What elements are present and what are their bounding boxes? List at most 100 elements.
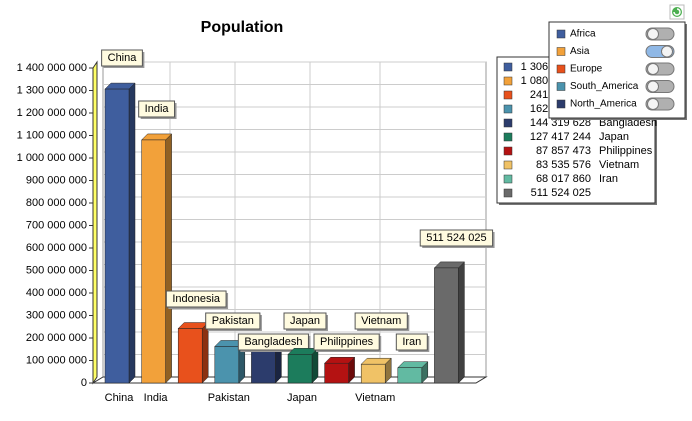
legend-swatch xyxy=(503,132,513,142)
callout-box xyxy=(419,229,495,248)
y-tick-label: 700 000 000 xyxy=(26,219,87,231)
filter-toggle[interactable] xyxy=(645,62,675,76)
legend-value: 68 017 860 xyxy=(536,173,591,185)
bar-callout: Pakistan xyxy=(212,315,254,327)
bar xyxy=(104,88,130,384)
filter-label: Asia xyxy=(570,46,590,57)
y-tick-label: 0 xyxy=(81,377,87,389)
legend-name: Vietnam xyxy=(599,159,639,171)
y-tick-label: 1 000 000 000 xyxy=(17,152,87,164)
callout-box xyxy=(138,100,177,119)
y-tick-label: 1 400 000 000 xyxy=(17,62,87,74)
bar-callout: Iran xyxy=(402,336,421,348)
filter-swatch xyxy=(556,47,566,56)
callout-box xyxy=(165,290,229,309)
y-tick-label: 1 300 000 000 xyxy=(17,84,87,96)
filter-label: Africa xyxy=(570,29,596,40)
legend-swatch xyxy=(503,62,513,72)
bar xyxy=(360,363,386,384)
x-tick-label: India xyxy=(144,392,169,404)
filter-toggle[interactable] xyxy=(645,80,675,93)
bar-callout: Japan xyxy=(290,315,320,327)
bar-callout: Indonesia xyxy=(172,293,221,305)
y-tick-label: 300 000 000 xyxy=(26,309,87,321)
legend-value: 127 417 244 xyxy=(530,131,591,143)
bar xyxy=(397,367,423,384)
filter-toggle[interactable] xyxy=(645,97,675,111)
callout-box xyxy=(354,312,410,331)
bar xyxy=(251,350,276,384)
callout-bg xyxy=(395,333,428,351)
callout-box xyxy=(237,333,311,352)
filter-label: South_America xyxy=(570,81,639,92)
y-tick-label: 500 000 000 xyxy=(26,264,87,276)
toggle-knob xyxy=(647,80,659,93)
callout-bg xyxy=(138,100,176,118)
callout-box xyxy=(313,333,382,352)
legend-swatch xyxy=(503,160,513,170)
legend-swatch xyxy=(503,174,513,184)
callout-bg xyxy=(354,312,408,330)
x-tick-label: China xyxy=(105,392,135,404)
bar-side xyxy=(165,133,172,384)
axis-wall xyxy=(92,60,98,385)
filter-toggle[interactable] xyxy=(645,27,675,41)
filter-toggle[interactable] xyxy=(645,45,675,58)
callout-bg xyxy=(313,333,380,351)
y-tick-label: 900 000 000 xyxy=(26,174,87,186)
toggle-knob xyxy=(647,28,659,40)
callout-box xyxy=(395,333,430,352)
bar xyxy=(434,267,459,384)
y-tick-label: 1 200 000 000 xyxy=(17,107,87,119)
legend-swatch xyxy=(503,104,513,114)
x-tick-label: Pakistan xyxy=(208,392,250,404)
bar xyxy=(324,362,349,384)
bar-side xyxy=(128,82,136,384)
bar xyxy=(214,346,240,384)
x-tick-label: Japan xyxy=(287,392,317,404)
bar-callout: Bangladesh xyxy=(244,336,302,348)
bar-side xyxy=(201,321,209,384)
y-tick-label: 600 000 000 xyxy=(26,242,87,254)
bar-callout: Vietnam xyxy=(361,315,401,327)
filter-swatch xyxy=(556,82,566,91)
chart-title: Population xyxy=(201,19,284,36)
bar xyxy=(141,139,166,384)
legend-swatch xyxy=(503,118,513,128)
legend-name: Japan xyxy=(599,131,629,143)
bar-callout: India xyxy=(145,103,170,115)
y-tick-label: 100 000 000 xyxy=(26,354,87,366)
refresh-button[interactable] xyxy=(669,4,685,20)
bar xyxy=(287,354,313,384)
legend-swatch xyxy=(503,146,513,156)
legend-name: Philippines xyxy=(599,145,653,157)
y-tick-label: 800 000 000 xyxy=(26,197,87,209)
y-tick-label: 1 100 000 000 xyxy=(17,129,87,141)
legend-swatch xyxy=(503,90,513,100)
filter-swatch xyxy=(556,29,566,39)
bar-callout: 511 524 025 xyxy=(426,232,486,244)
y-tick-label: 200 000 000 xyxy=(26,332,87,344)
legend-value: 511 524 025 xyxy=(531,187,591,199)
callout-box xyxy=(283,312,328,331)
bar-side xyxy=(458,261,465,384)
callout-bg xyxy=(419,229,494,247)
callout-bg xyxy=(205,312,261,330)
legend-swatch xyxy=(503,188,513,198)
toggle-knob xyxy=(661,45,673,58)
filter-swatch xyxy=(556,99,566,109)
callout-box xyxy=(101,49,145,68)
bar-callout: China xyxy=(108,52,138,64)
filter-label: North_America xyxy=(570,99,637,110)
legend-value: 83 535 576 xyxy=(536,159,591,171)
y-tick-label: 400 000 000 xyxy=(26,287,87,299)
bar xyxy=(177,328,203,384)
callout-box xyxy=(205,312,262,331)
x-tick-label: Vietnam xyxy=(355,392,395,404)
callout-bg xyxy=(101,49,143,67)
toggle-knob xyxy=(647,63,659,75)
callout-bg xyxy=(165,290,227,308)
filter-swatch xyxy=(556,64,566,74)
callout-bg xyxy=(283,312,327,330)
